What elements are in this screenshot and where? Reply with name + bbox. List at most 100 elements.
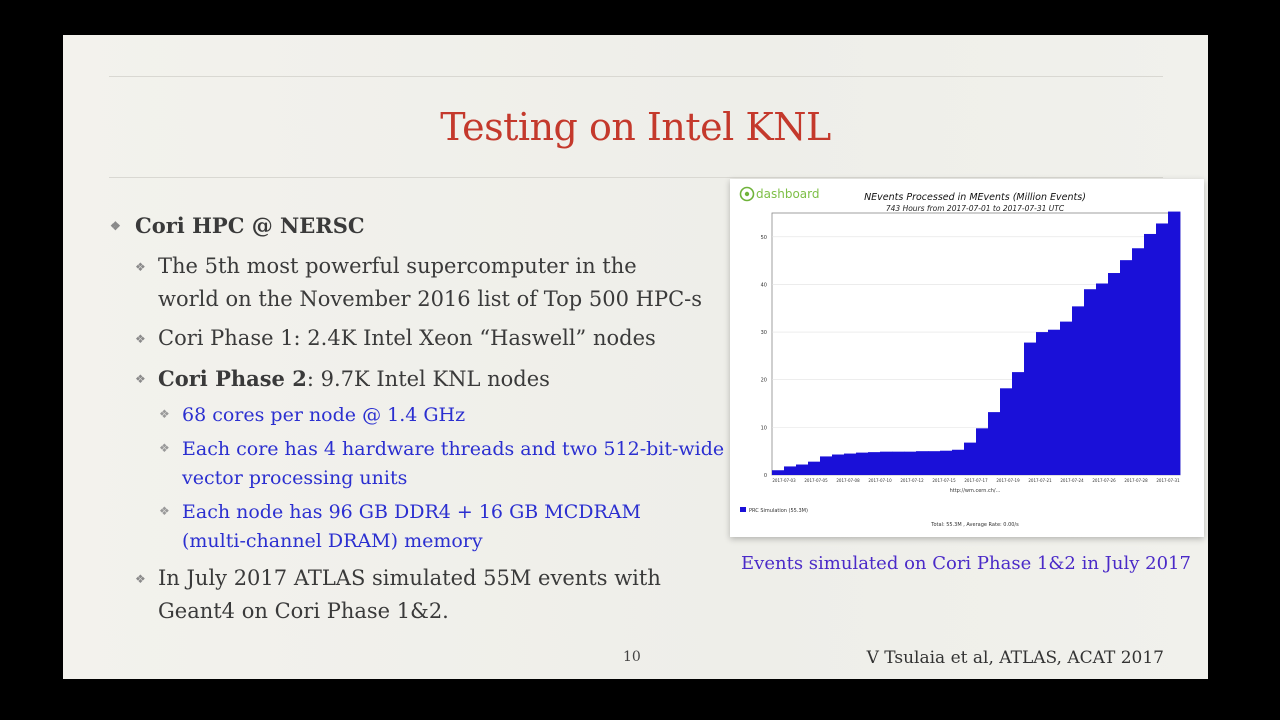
bullet-phase2: ❖ Cori Phase 2: 9.7K Intel KNL nodes [135, 362, 550, 396]
bullet-text: Cori Phase 1: 2.4K Intel Xeon “Haswell” … [158, 326, 656, 350]
area-step [1096, 283, 1109, 475]
x-tick-label: 2017-07-31 [1156, 478, 1180, 483]
bullet-text: Cori HPC @ NERSC [135, 213, 365, 238]
area-step [1084, 289, 1097, 475]
y-tick-label: 40 [761, 282, 767, 288]
y-tick-label: 30 [761, 330, 767, 336]
top-rule [109, 76, 1163, 77]
x-axis-note: http://wm.cern.ch/... [950, 488, 1001, 494]
bullet-text: The 5th most powerful supercomputer in t… [158, 254, 637, 278]
bullet-cores: ❖ 68 cores per node @ 1.4 GHz [159, 401, 466, 430]
bullet-memory: ❖ Each node has 96 GB DDR4 + 16 GB MCDRA… [159, 498, 641, 527]
x-tick-label: 2017-07-05 [804, 478, 828, 483]
area-step [1132, 248, 1145, 475]
area-step [1168, 211, 1181, 475]
bullet-threads: ❖ Each core has 4 hardware threads and t… [159, 435, 725, 464]
area-step [820, 456, 833, 475]
area-step [1024, 342, 1037, 475]
area-step [892, 451, 905, 475]
area-step [856, 452, 869, 475]
bullet-cori-hpc: ❖ Cori HPC @ NERSC [110, 209, 365, 242]
area-step [976, 428, 989, 475]
bullet-text: world on the November 2016 list of Top 5… [158, 287, 703, 311]
chart-title: NEvents Processed in MEvents (Million Ev… [864, 192, 1086, 203]
slide: Testing on Intel KNL ❖ Cori HPC @ NERSC … [63, 35, 1208, 679]
area-step [796, 464, 809, 475]
area-step [1060, 321, 1073, 475]
chart-subtitle: 743 Hours from 2017-07-01 to 2017-07-31 … [886, 204, 1065, 213]
area-step [1036, 332, 1049, 475]
slide-title: Testing on Intel KNL [440, 105, 831, 149]
bullet-text: In July 2017 ATLAS simulated 55M events … [158, 566, 661, 590]
bullet-july-2017-cont: Geant4 on Cori Phase 1&2. [158, 595, 449, 628]
x-tick-label: 2017-07-15 [932, 478, 956, 483]
legend-swatch [740, 507, 746, 512]
area-step [832, 454, 845, 475]
diamond-bullet-icon: ❖ [135, 260, 146, 274]
area-step [1012, 372, 1025, 475]
x-tick-label: 2017-07-28 [1124, 478, 1148, 483]
area-step [784, 466, 797, 475]
area-step [940, 450, 953, 475]
area-step [1108, 273, 1121, 475]
bullet-text: 68 cores per node @ 1.4 GHz [182, 404, 466, 426]
page-number: 10 [623, 649, 641, 665]
series-area [772, 211, 1181, 475]
area-step [988, 412, 1001, 475]
y-tick-label: 20 [761, 378, 767, 384]
x-axis: 2017-07-03 2017-07-05 2017-07-08 2017-07-10… [772, 478, 1180, 483]
title-underline [109, 177, 1163, 178]
bullet-text: (multi-channel DRAM) memory [182, 530, 483, 552]
x-tick-label: 2017-07-03 [772, 478, 796, 483]
dashboard-logo: dashboard [739, 186, 819, 202]
diamond-bullet-icon: ❖ [110, 219, 121, 233]
bullet-phase1: ❖ Cori Phase 1: 2.4K Intel Xeon “Haswell… [135, 322, 656, 355]
legend-label: PRC Simulation (55.3M) [749, 508, 808, 514]
credit: V Tsulaia et al, ATLAS, ACAT 2017 [866, 648, 1164, 668]
y-tick-label: 10 [761, 425, 767, 431]
bullet-memory-cont: (multi-channel DRAM) memory [182, 527, 483, 556]
bullet-top500-cont: world on the November 2016 list of Top 5… [158, 283, 702, 316]
area-step [952, 449, 965, 475]
diamond-bullet-icon: ❖ [159, 504, 170, 518]
area-step [868, 452, 881, 475]
chart-footnote: Total: 55.3M , Average Rate: 0.00/s [930, 522, 1019, 528]
events-chart: dashboard NEvents Processed in MEvents (… [739, 186, 1181, 528]
bullet-july-2017: ❖ In July 2017 ATLAS simulated 55M event… [135, 562, 661, 595]
area-step [880, 451, 893, 475]
diamond-bullet-icon: ❖ [135, 372, 146, 386]
bullet-top500: ❖ The 5th most powerful supercomputer in… [135, 250, 637, 283]
x-tick-label: 2017-07-10 [868, 478, 892, 483]
bullet-text: : 9.7K Intel KNL nodes [306, 367, 550, 391]
area-step [1144, 233, 1157, 475]
chart-card: dashboard NEvents Processed in MEvents (… [730, 179, 1204, 537]
bullet-text: vector processing units [182, 467, 408, 489]
bullet-bold-text: Cori Phase 2 [158, 366, 307, 391]
bullet-text: Geant4 on Cori Phase 1&2. [158, 599, 449, 623]
area-step [964, 442, 977, 475]
area-step [928, 451, 941, 475]
x-tick-label: 2017-07-08 [836, 478, 860, 483]
chart-caption: Events simulated on Cori Phase 1&2 in Ju… [741, 553, 1191, 574]
logo-text: dashboard [756, 187, 819, 201]
diamond-bullet-icon: ❖ [135, 572, 146, 586]
area-step [904, 451, 917, 475]
diamond-bullet-icon: ❖ [159, 441, 170, 455]
x-tick-label: 2017-07-26 [1092, 478, 1116, 483]
x-tick-label: 2017-07-21 [1028, 478, 1052, 483]
x-tick-label: 2017-07-24 [1060, 478, 1084, 483]
x-tick-label: 2017-07-19 [996, 478, 1020, 483]
bullet-threads-cont: vector processing units [182, 464, 407, 493]
y-axis: 0 10 20 30 40 50 [761, 235, 767, 479]
area-step [772, 470, 785, 475]
area-step [1156, 223, 1169, 475]
bullet-text: Each node has 96 GB DDR4 + 16 GB MCDRAM [182, 501, 641, 523]
area-step [808, 461, 821, 475]
area-step [1048, 329, 1061, 475]
x-tick-label: 2017-07-17 [964, 478, 988, 483]
y-tick-label: 50 [761, 235, 767, 241]
diamond-bullet-icon: ❖ [159, 407, 170, 421]
bullet-text: Each core has 4 hardware threads and two… [182, 438, 725, 460]
x-tick-label: 2017-07-12 [900, 478, 924, 483]
area-step [1120, 260, 1133, 475]
